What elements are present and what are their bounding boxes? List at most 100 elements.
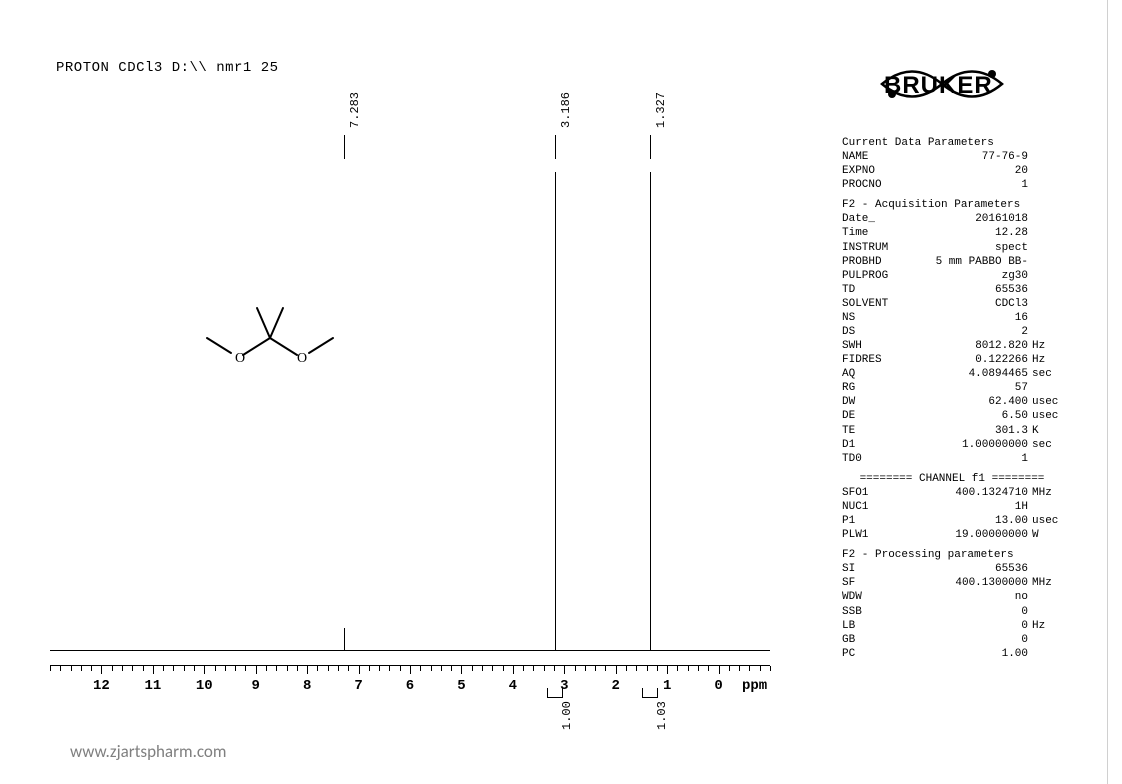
param-row: PULPROGzg30	[842, 269, 1062, 283]
axis-minor-tick	[698, 666, 699, 671]
axis-minor-tick	[636, 666, 637, 671]
axis-minor-tick	[420, 666, 421, 671]
axis-major-tick	[513, 666, 514, 674]
axis-tick-label: 1	[663, 678, 671, 694]
axis-minor-tick	[688, 666, 689, 671]
param-row: PROBHD5 mm PABBO BB-	[842, 255, 1062, 269]
axis-minor-tick	[338, 666, 339, 671]
axis-minor-tick	[91, 666, 92, 671]
axis-tick-label: 11	[144, 678, 161, 694]
axis-tick-label: 10	[196, 678, 213, 694]
nmr-peak	[650, 172, 651, 650]
param-row: EXPNO20	[842, 164, 1062, 178]
axis-minor-tick	[760, 666, 761, 671]
axis-major-tick	[616, 666, 617, 674]
peak-ppm-label: 7.283	[348, 92, 362, 128]
axis-minor-tick	[533, 666, 534, 671]
param-row: Time12.28	[842, 226, 1062, 240]
axis-minor-tick	[389, 666, 390, 671]
axis-major-tick	[204, 666, 205, 674]
axis-minor-tick	[348, 666, 349, 671]
axis-minor-tick	[739, 666, 740, 671]
axis-minor-tick	[112, 666, 113, 671]
axis-tick-label: 4	[509, 678, 517, 694]
params-proc-title: F2 - Processing parameters	[842, 548, 1062, 562]
axis-minor-tick	[451, 666, 452, 671]
axis-minor-tick	[132, 666, 133, 671]
axis-unit-label: ppm	[742, 678, 767, 694]
param-row: P113.00usec	[842, 514, 1062, 528]
axis-minor-tick	[647, 666, 648, 671]
axis-tick-label: 12	[93, 678, 110, 694]
axis-major-tick	[153, 666, 154, 674]
axis-minor-tick	[544, 666, 545, 671]
axis-tick-label: 0	[714, 678, 722, 694]
axis-minor-tick	[122, 666, 123, 671]
axis-minor-tick	[50, 666, 51, 671]
axis-minor-tick	[482, 666, 483, 671]
param-row: RG57	[842, 381, 1062, 395]
axis-minor-tick	[235, 666, 236, 671]
axis-minor-tick	[431, 666, 432, 671]
axis-tick-label: 7	[354, 678, 362, 694]
axis-tick-label: 5	[457, 678, 465, 694]
x-axis: 1211109876543210ppm	[50, 665, 770, 675]
axis-minor-tick	[317, 666, 318, 671]
param-row: DE6.50usec	[842, 409, 1062, 423]
param-row: DW62.400usec	[842, 395, 1062, 409]
param-row: D11.00000000sec	[842, 438, 1062, 452]
axis-major-tick	[359, 666, 360, 674]
peak-ppm-label: 1.327	[654, 92, 668, 128]
integral-bracket	[547, 688, 563, 698]
axis-minor-tick	[605, 666, 606, 671]
axis-minor-tick	[379, 666, 380, 671]
axis-major-tick	[719, 666, 720, 674]
param-row: SI65536	[842, 562, 1062, 576]
param-row: PC1.00	[842, 647, 1062, 661]
param-row: TE301.3K	[842, 424, 1062, 438]
axis-minor-tick	[708, 666, 709, 671]
param-row: FIDRES0.122266Hz	[842, 353, 1062, 367]
axis-minor-tick	[194, 666, 195, 671]
axis-minor-tick	[184, 666, 185, 671]
param-row: TD01	[842, 452, 1062, 466]
param-row: SFO1400.1324710MHz	[842, 486, 1062, 500]
nmr-peak	[344, 628, 345, 650]
param-row: NUC11H	[842, 500, 1062, 514]
axis-tick-label: 8	[303, 678, 311, 694]
axis-minor-tick	[60, 666, 61, 671]
axis-minor-tick	[503, 666, 504, 671]
axis-minor-tick	[81, 666, 82, 671]
axis-major-tick	[461, 666, 462, 674]
peak-label-tick	[650, 135, 651, 159]
integral-value: 1.00	[560, 701, 574, 730]
bruker-logo-text: BRUKER	[884, 72, 993, 100]
axis-minor-tick	[729, 666, 730, 671]
param-row: NS16	[842, 311, 1062, 325]
spectrum-title: PROTON CDCl3 D:\\ nmr1 25	[56, 60, 279, 76]
axis-minor-tick	[297, 666, 298, 671]
axis-minor-tick	[369, 666, 370, 671]
axis-major-tick	[667, 666, 668, 674]
param-row: SWH8012.820Hz	[842, 339, 1062, 353]
page-crop-edge	[1107, 0, 1108, 784]
peak-label-tick	[344, 135, 345, 159]
param-row: Date_20161018	[842, 212, 1062, 226]
axis-minor-tick	[266, 666, 267, 671]
param-row: INSTRUMspect	[842, 241, 1062, 255]
bruker-logo: BRUKER	[852, 54, 1032, 114]
baseline	[50, 650, 770, 651]
axis-tick-label: 2	[612, 678, 620, 694]
axis-minor-tick	[657, 666, 658, 671]
param-row: PROCNO1	[842, 178, 1062, 192]
axis-major-tick	[564, 666, 565, 674]
axis-minor-tick	[677, 666, 678, 671]
axis-minor-tick	[400, 666, 401, 671]
axis-minor-tick	[287, 666, 288, 671]
peak-label-tick	[555, 135, 556, 159]
params-current-title: Current Data Parameters	[842, 136, 1062, 150]
axis-minor-tick	[245, 666, 246, 671]
axis-minor-tick	[225, 666, 226, 671]
axis-minor-tick	[441, 666, 442, 671]
watermark-text: www.zjartspharm.com	[70, 741, 226, 762]
